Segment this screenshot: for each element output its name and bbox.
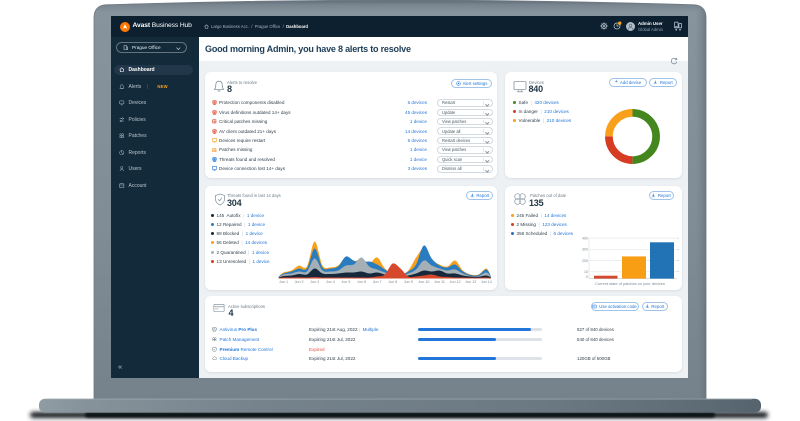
svg-text:300: 300 bbox=[582, 247, 588, 251]
svg-text:0: 0 bbox=[586, 274, 588, 278]
svg-text:10: 10 bbox=[584, 270, 588, 274]
svg-text:200: 200 bbox=[582, 258, 588, 262]
svg-text:400: 400 bbox=[582, 236, 588, 240]
